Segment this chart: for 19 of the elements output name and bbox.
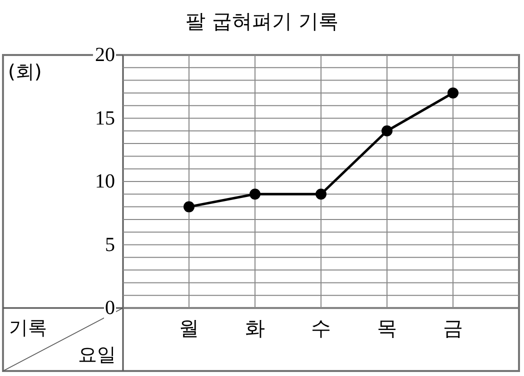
x-tick-label: 월 bbox=[179, 316, 199, 340]
x-tick-label: 목 bbox=[377, 316, 397, 340]
x-tick-label: 금 bbox=[443, 316, 463, 340]
point bbox=[382, 125, 392, 136]
y-tick-label: 0 bbox=[105, 297, 115, 319]
x-tick-label: 화 bbox=[245, 316, 265, 340]
chart-title: 팔 굽혀펴기 기록 bbox=[186, 9, 338, 33]
point bbox=[250, 188, 260, 200]
point bbox=[184, 201, 194, 212]
point bbox=[448, 87, 458, 98]
y-axis-title: 기록 bbox=[9, 317, 47, 339]
y-tick-label: 5 bbox=[105, 234, 115, 256]
point bbox=[316, 188, 326, 200]
y-tick-label: 10 bbox=[95, 170, 115, 192]
text: (회) bbox=[8, 61, 42, 83]
x-axis-title: 요일 bbox=[78, 344, 116, 366]
y-tick-label: 15 bbox=[95, 107, 115, 130]
x-tick-label: 수 bbox=[311, 316, 331, 340]
y-tick-label: 20 bbox=[95, 44, 115, 66]
